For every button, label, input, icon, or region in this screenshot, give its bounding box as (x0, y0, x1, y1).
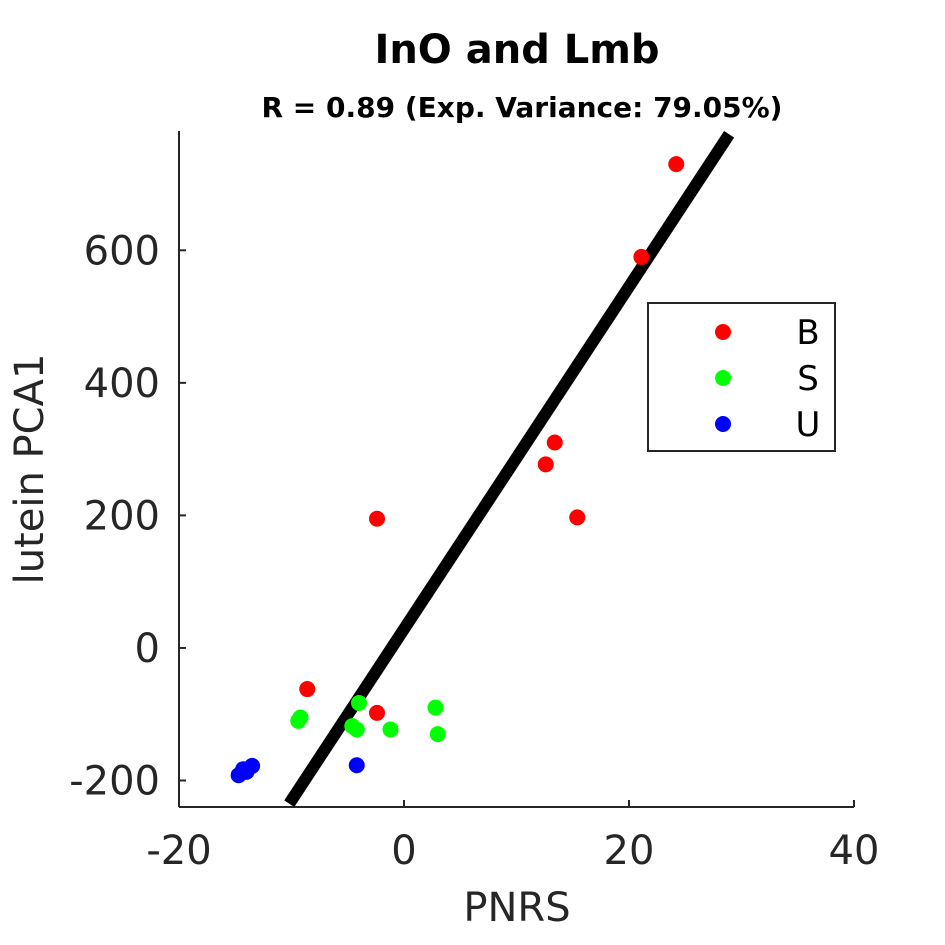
data-point-b (668, 156, 685, 173)
data-point-b (633, 248, 650, 265)
y-tick-label: -200 (69, 758, 160, 804)
legend-label-s: S (797, 359, 819, 399)
data-points (230, 156, 685, 784)
legend-label-u: U (796, 405, 821, 445)
data-point-s (348, 721, 365, 738)
y-tick-label: 400 (84, 361, 160, 407)
legend-label-b: B (796, 313, 819, 353)
data-point-b (537, 456, 554, 473)
data-point-s (382, 721, 399, 738)
y-axis-label: lutein PCA1 (7, 354, 53, 585)
regression-line (284, 131, 735, 807)
data-point-b (369, 510, 385, 527)
legend: BSU (647, 302, 836, 452)
data-point-s (427, 699, 444, 716)
data-point-u (230, 767, 247, 784)
y-tick-label: 0 (135, 626, 160, 672)
x-tick-label: 20 (604, 828, 655, 874)
data-point-s (290, 712, 307, 729)
x-tick-label: 40 (829, 828, 880, 874)
data-point-b (299, 681, 316, 698)
data-point-s (429, 726, 446, 743)
data-point-s (351, 694, 367, 711)
data-point-b (546, 434, 563, 451)
regression-line-group (284, 131, 735, 807)
data-point-b (569, 509, 586, 526)
data-point-b (369, 704, 385, 721)
chart-title: InO and Lmb (374, 27, 659, 73)
legend-marker-b (715, 324, 731, 340)
legend-marker-u (715, 416, 731, 432)
x-tick-label: -20 (146, 828, 211, 874)
legend-marker-s (715, 370, 731, 386)
y-tick-label: 200 (84, 493, 160, 539)
x-axis-label: PNRS (463, 885, 570, 931)
y-tick-label: 600 (84, 228, 160, 274)
x-tick-label: 0 (391, 828, 416, 874)
legend-box (647, 302, 836, 452)
data-point-u (348, 757, 365, 774)
chart-subtitle: R = 0.89 (Exp. Variance: 79.05%) (262, 91, 783, 124)
